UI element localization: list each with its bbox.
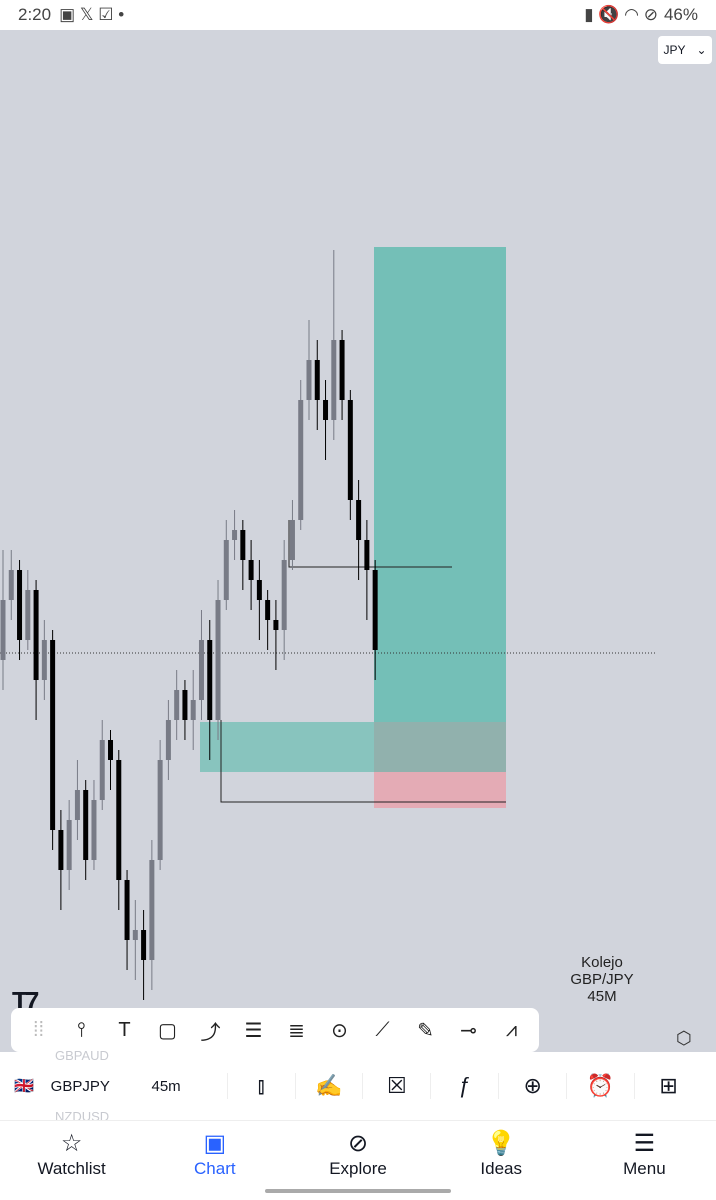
candle-body — [165, 720, 171, 760]
candle-body — [124, 880, 130, 940]
battery-level: 46% — [663, 5, 698, 24]
polyline-icon[interactable]: ⩘ — [505, 1018, 518, 1041]
alert-icon[interactable]: ⏰ — [566, 1073, 634, 1099]
candle-body — [314, 360, 320, 400]
indicators-icon[interactable]: ƒ — [430, 1073, 498, 1099]
circle-icon[interactable]: ⊙ — [331, 1019, 348, 1042]
status-bar: 2:20 ▣ 𝕏 ☑ • ▮ 🔇 ◠ ⊘ 46% — [0, 0, 716, 30]
candle-body — [364, 540, 370, 570]
candle-body — [256, 580, 262, 600]
candle-body — [289, 520, 295, 560]
clock: 2:20 — [18, 5, 52, 24]
candle-body — [372, 570, 378, 650]
nav-explore[interactable]: ⊘ Explore — [286, 1121, 429, 1200]
candle-body — [339, 340, 345, 400]
chart-icon: ▣ — [203, 1130, 227, 1157]
chevron-down-icon: ⌄ — [696, 43, 707, 57]
candle-body — [132, 930, 138, 940]
candle-body — [265, 600, 271, 620]
bottom-nav: ☆ Watchlist ▣ Chart ⊘ Explore 💡 Ideas ☰ Menu — [0, 1120, 716, 1200]
candle-body — [141, 930, 147, 960]
text-icon[interactable]: T — [118, 1018, 131, 1041]
currency-selector[interactable]: JPY ⌄ — [658, 36, 712, 64]
nav-ideas[interactable]: 💡 Ideas — [430, 1121, 573, 1200]
candle-body — [50, 640, 56, 830]
chart-canvas[interactable] — [0, 30, 716, 1052]
level-line — [288, 520, 452, 568]
price-chart[interactable] — [0, 30, 716, 1052]
candle-type-icon[interactable]: ⫾ — [226, 1073, 295, 1099]
candle-body — [273, 620, 279, 630]
nav-menu[interactable]: ☰ Menu — [573, 1121, 716, 1200]
candle-body — [248, 560, 254, 580]
candle-body — [83, 790, 89, 860]
candle-body — [33, 590, 39, 680]
candle-body — [232, 530, 238, 540]
compass-icon: ⊘ — [347, 1130, 369, 1157]
candle-body — [91, 800, 97, 860]
candle-body — [323, 400, 329, 420]
star-icon: ☆ — [60, 1130, 83, 1157]
chart-signature: Kolejo GBP/JPY 45M — [570, 954, 634, 1005]
drawing-toolbar: ⁞⁞ ⫯ T ▢ ⤴ ☰ ≣ ⊙ ⟋ ✎ ⊸ ⩘ — [11, 1008, 539, 1052]
ray-icon[interactable]: ⊸ — [460, 1019, 477, 1042]
profit-zone — [374, 247, 506, 722]
candle-body — [58, 830, 64, 870]
candle-body — [207, 640, 213, 720]
candle-body — [157, 760, 163, 860]
candle-body — [298, 400, 304, 520]
candle-body — [74, 790, 80, 820]
candle-body — [223, 540, 229, 600]
candle-body — [306, 360, 312, 400]
interval-button[interactable]: 45m — [151, 1077, 181, 1095]
candle-body — [17, 570, 23, 640]
candle-body — [198, 640, 204, 700]
symbol-button[interactable]: GBPJPY — [50, 1077, 110, 1095]
candle-body — [347, 400, 353, 500]
settings-icon[interactable]: ⬡ — [676, 1028, 692, 1048]
path-icon[interactable]: ⤴ — [200, 1021, 221, 1044]
candle-body — [281, 560, 287, 630]
candle-body — [356, 500, 362, 540]
candle-body — [66, 820, 72, 870]
gesture-handle — [265, 1189, 451, 1193]
add-icon[interactable]: ⊕ — [498, 1073, 566, 1099]
candle-body — [25, 590, 31, 640]
flag-icon: 🇬🇧 — [14, 1078, 34, 1095]
candle-body — [215, 600, 221, 720]
candle-body — [0, 600, 6, 660]
candle-body — [240, 530, 246, 560]
candle-body — [149, 860, 155, 960]
candle-body — [190, 700, 196, 720]
candle-body — [99, 740, 105, 800]
lightbulb-icon: 💡 — [486, 1130, 517, 1157]
candle-body — [331, 340, 337, 420]
demand-zone — [200, 722, 506, 772]
system-icons: ▮ 🔇 ◠ ⊘ — [584, 5, 658, 24]
candle-body — [174, 690, 180, 720]
layout-icon[interactable]: ⊞ — [634, 1073, 702, 1099]
candle-body — [182, 690, 188, 720]
remove-drawings-icon[interactable]: ☒ — [362, 1073, 430, 1099]
menu-icon: ☰ — [633, 1130, 656, 1157]
candle-body — [108, 740, 114, 760]
notification-icons: ▣ 𝕏 ☑ • — [59, 5, 125, 24]
candle-body — [41, 640, 47, 680]
level-line — [220, 720, 506, 803]
chart-toolbar: GBPAUD NZDUSD 🇬🇧 GBPJPY 45m ⫾ ✍ ☒ ƒ ⊕ ⏰ … — [0, 1048, 716, 1124]
parallel-channel-icon[interactable]: ☰ — [244, 1019, 263, 1042]
nav-watchlist[interactable]: ☆ Watchlist — [0, 1121, 143, 1200]
pen-icon[interactable]: ✍ — [294, 1073, 363, 1099]
trend-line-icon[interactable]: ⟋ — [375, 1018, 390, 1041]
fib-retracement-icon[interactable]: ≣ — [288, 1019, 305, 1042]
rectangle-icon[interactable]: ▢ — [158, 1019, 177, 1042]
candle-body — [8, 570, 14, 600]
candle-body — [116, 760, 122, 880]
drag-handle-icon[interactable]: ⁞⁞ — [32, 1018, 45, 1041]
nav-chart[interactable]: ▣ Chart — [143, 1121, 286, 1200]
brush-icon[interactable]: ✎ — [417, 1019, 434, 1042]
cross-line-icon[interactable]: ⫯ — [77, 1018, 86, 1041]
